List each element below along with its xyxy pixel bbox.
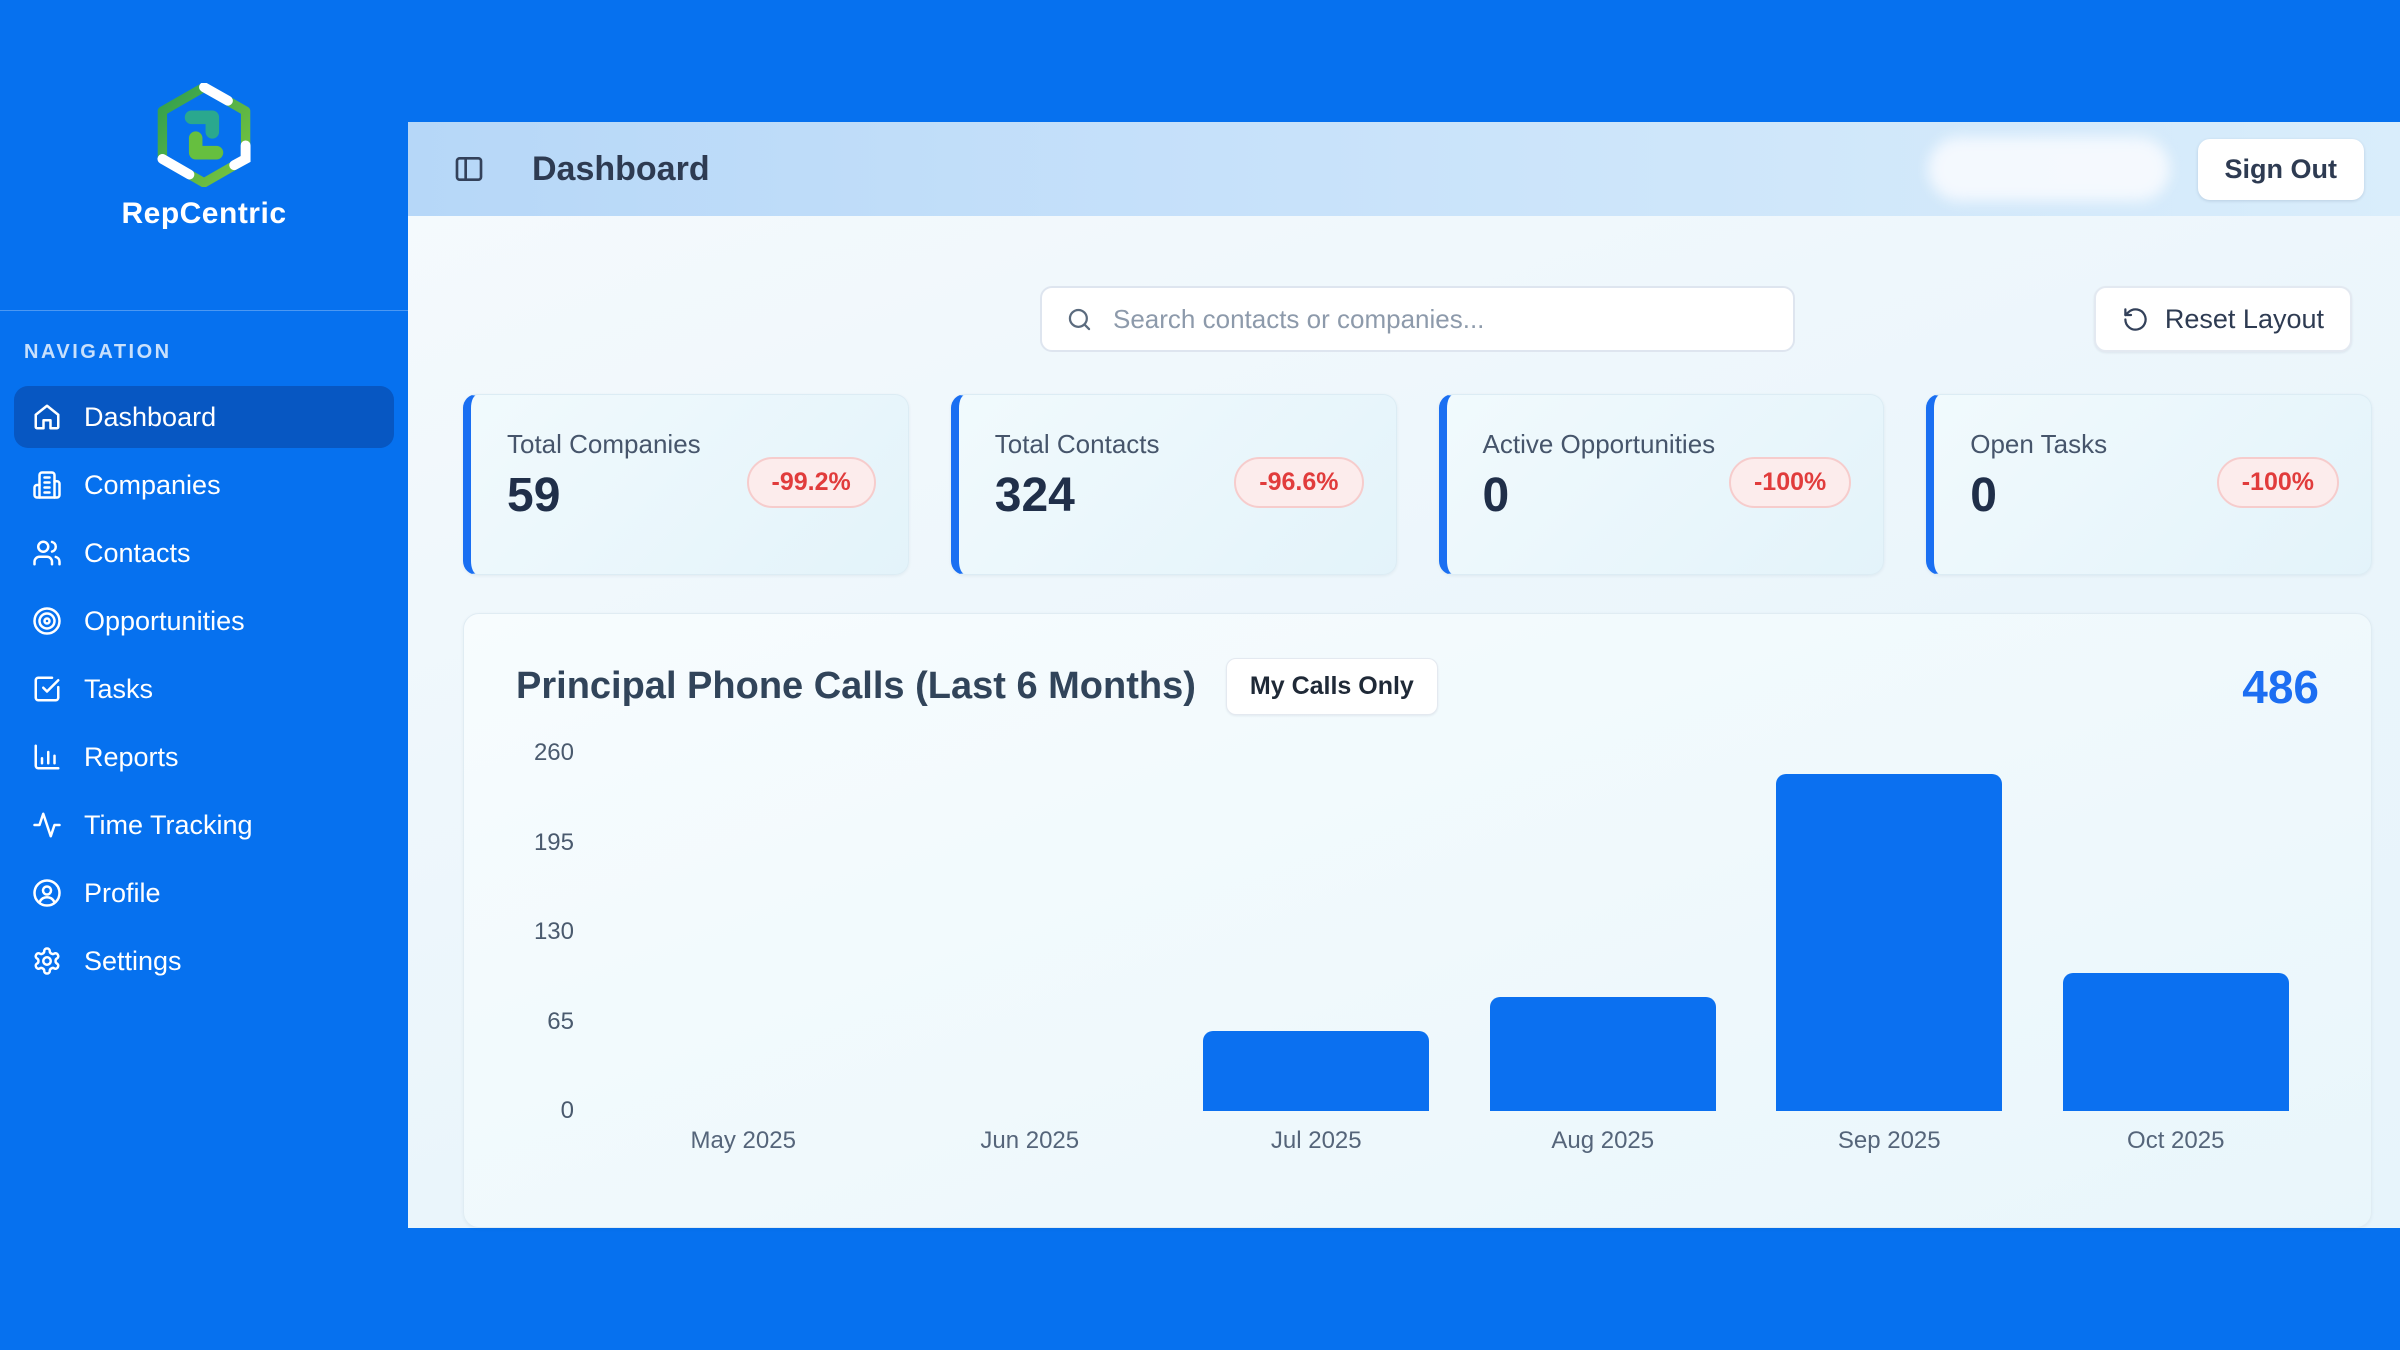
phone-calls-chart-card: Principal Phone Calls (Last 6 Months) My… — [463, 613, 2372, 1228]
plot-area — [600, 753, 2319, 1111]
stat-delta-badge: -96.6% — [1234, 457, 1364, 508]
sidebar-item-settings[interactable]: Settings — [14, 930, 394, 992]
bar-slot — [600, 753, 887, 1111]
main-panel: Dashboard Sign Out Reset Layout — [408, 122, 2400, 1228]
sidebar-item-label: Opportunities — [84, 605, 245, 636]
brand-block: RepCentric — [0, 0, 408, 311]
y-tick-label: 130 — [533, 918, 574, 945]
sidebar-item-tasks[interactable]: Tasks — [14, 658, 394, 720]
toolbar-row: Reset Layout — [463, 286, 2372, 352]
x-tick-label: May 2025 — [690, 1127, 796, 1154]
sidebar-item-opportunities[interactable]: Opportunities — [14, 590, 394, 652]
bar-chart-icon — [34, 744, 60, 770]
stat-label: Active Opportunities — [1482, 429, 1716, 459]
stat-delta-badge: -100% — [2216, 457, 2339, 508]
bar-sep-2025 — [1776, 774, 2003, 1111]
sidebar-item-profile[interactable]: Profile — [14, 862, 394, 924]
stat-delta-badge: -99.2% — [746, 457, 876, 508]
sidebar-item-dashboard[interactable]: Dashboard — [14, 386, 394, 448]
x-tick-label: Jun 2025 — [980, 1127, 1080, 1154]
nav-section-label: NAVIGATION — [24, 341, 172, 363]
stat-value: 59 — [507, 469, 561, 522]
stat-value: 0 — [1970, 469, 1997, 522]
global-search[interactable] — [1040, 286, 1795, 352]
stat-label: Open Tasks — [1970, 429, 2108, 459]
x-tick-label: Jul 2025 — [1270, 1127, 1362, 1154]
brand-name: RepCentric — [121, 197, 287, 230]
stat-value: 324 — [994, 469, 1075, 522]
chart-title: Principal Phone Calls (Last 6 Months) — [516, 665, 1196, 707]
y-tick-label: 65 — [547, 1007, 574, 1035]
home-icon — [34, 404, 60, 430]
bar-slot — [2033, 753, 2320, 1111]
sidebar-item-time-tracking[interactable]: Time Tracking — [14, 794, 394, 856]
bar-slot — [1460, 753, 1747, 1111]
page-title: Dashboard — [532, 149, 710, 188]
target-icon — [33, 607, 61, 635]
stat-card-open-tasks: Open Tasks 0 -100% — [1926, 394, 2372, 575]
gear-icon — [34, 947, 60, 975]
chart-total-value: 486 — [2242, 660, 2319, 713]
check-square-icon — [34, 676, 60, 702]
x-tick-label: Sep 2025 — [1837, 1127, 1941, 1154]
y-axis: 0 65 130 195 260 — [516, 739, 600, 1124]
header-right: Sign Out — [1927, 137, 2364, 201]
blurred-account-email — [1927, 137, 2170, 201]
reset-layout-button[interactable]: Reset Layout — [2093, 286, 2352, 352]
sidebar-nav: NAVIGATION Dashboard Companies Contacts … — [0, 311, 408, 992]
user-circle-icon — [33, 879, 61, 907]
stat-value: 0 — [1482, 469, 1510, 522]
repcentric-logo-icon — [157, 83, 251, 187]
sidebar-item-contacts[interactable]: Contacts — [14, 522, 394, 584]
stat-delta-badge: -100% — [1728, 457, 1852, 508]
x-tick-label: Aug 2025 — [1551, 1127, 1655, 1154]
bar-oct-2025 — [2062, 973, 2289, 1111]
y-tick-label: 260 — [533, 739, 574, 766]
activity-icon — [33, 812, 61, 838]
bar-slot — [887, 753, 1174, 1111]
sidebar-item-label: Time Tracking — [84, 809, 253, 840]
sidebar-item-label: Dashboard — [84, 401, 217, 432]
x-axis: May 2025 Jun 2025 Jul 2025 Aug 2025 Sep 2025… — [600, 1127, 2319, 1155]
stat-card-active-opportunities: Active Opportunities 0 -100% — [1438, 394, 1885, 575]
bar-slot — [1173, 753, 1460, 1111]
dashboard-content: Reset Layout Total Companies 59 -99.2% T… — [408, 216, 2400, 1228]
bar-aug-2025 — [1489, 997, 1716, 1111]
sidebar: RepCentric NAVIGATION Dashboard Companie… — [0, 0, 408, 1350]
sidebar-item-label: Tasks — [84, 673, 154, 704]
stat-card-total-contacts: Total Contacts 324 -96.6% — [950, 394, 1397, 575]
sidebar-item-label: Settings — [84, 945, 182, 976]
search-input[interactable] — [1111, 302, 1769, 336]
sign-out-button[interactable]: Sign Out — [2197, 138, 2364, 200]
sidebar-item-reports[interactable]: Reports — [14, 726, 394, 788]
reset-layout-label: Reset Layout — [2164, 303, 2324, 334]
x-tick-label: Oct 2025 — [2127, 1127, 2225, 1154]
sidebar-item-label: Reports — [84, 741, 179, 772]
sidebar-toggle-icon[interactable] — [450, 150, 488, 188]
sidebar-item-label: Contacts — [84, 537, 191, 568]
building-icon — [33, 471, 61, 499]
stat-label: Total Contacts — [994, 429, 1160, 459]
my-calls-only-button[interactable]: My Calls Only — [1225, 658, 1438, 715]
top-header: Dashboard Sign Out — [408, 122, 2400, 216]
stat-card-total-companies: Total Companies 59 -99.2% — [463, 394, 909, 575]
y-tick-label: 195 — [533, 828, 574, 856]
bar-jul-2025 — [1203, 1031, 1430, 1111]
sidebar-item-label: Profile — [84, 877, 161, 908]
search-icon — [1068, 308, 1091, 330]
bar-chart: 0 65 130 195 260 — [516, 739, 2319, 1124]
stats-row: Total Companies 59 -99.2% Total Contacts… — [463, 394, 2372, 575]
reset-icon — [2124, 307, 2147, 331]
chart-header: Principal Phone Calls (Last 6 Months) My… — [516, 658, 2319, 715]
users-icon — [33, 540, 61, 566]
sidebar-item-companies[interactable]: Companies — [14, 454, 394, 516]
y-tick-label: 0 — [560, 1097, 574, 1124]
stat-label: Total Companies — [507, 429, 701, 459]
bar-slot — [1746, 753, 2033, 1111]
sidebar-item-label: Companies — [84, 469, 221, 500]
